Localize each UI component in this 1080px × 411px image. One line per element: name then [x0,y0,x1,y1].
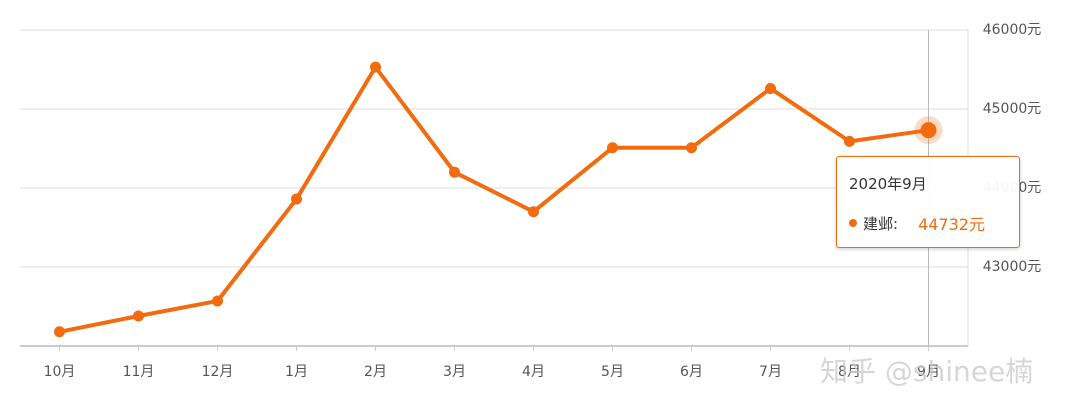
x-tick-label: 6月 [680,364,703,380]
x-tick-label: 10月 [44,364,76,380]
x-tick-label: 11月 [123,364,155,380]
point [212,295,223,307]
point [844,135,855,147]
x-tick-label: 9月 [917,364,940,380]
point [133,310,144,322]
y-tick-label: 45000元 [983,101,1042,117]
tooltip-row: 建邺: 44732元 [849,211,985,235]
x-tick-label: 3月 [443,364,466,380]
x-tick-label: 7月 [759,364,782,380]
point [920,122,937,139]
series-line [59,65,929,334]
y-tick-label: 43000元 [983,259,1042,275]
point [54,326,65,338]
point [765,82,776,94]
tooltip: 2020年9月 建邺: 44732元 [836,156,1020,248]
tooltip-title: 2020年9月 [849,175,927,193]
point [370,61,381,73]
x-tick-label: 1月 [285,364,308,380]
x-tick-label: 5月 [601,364,624,380]
point [528,206,539,218]
watermark: 知乎 @shinee楠 [820,355,1034,388]
y-tick-label: 46000元 [983,22,1042,38]
x-tick-label: 8月 [838,364,861,380]
x-tick-label: 2月 [364,364,387,380]
point [449,166,460,178]
point [291,193,302,205]
point [686,142,697,154]
point [607,142,618,154]
tooltip-value: 44732元 [918,215,985,234]
tooltip-series: 建邺: [863,214,899,233]
tooltip-dot [849,219,857,227]
x-tick-label: 12月 [202,364,234,380]
x-tick-label: 4月 [522,364,545,380]
